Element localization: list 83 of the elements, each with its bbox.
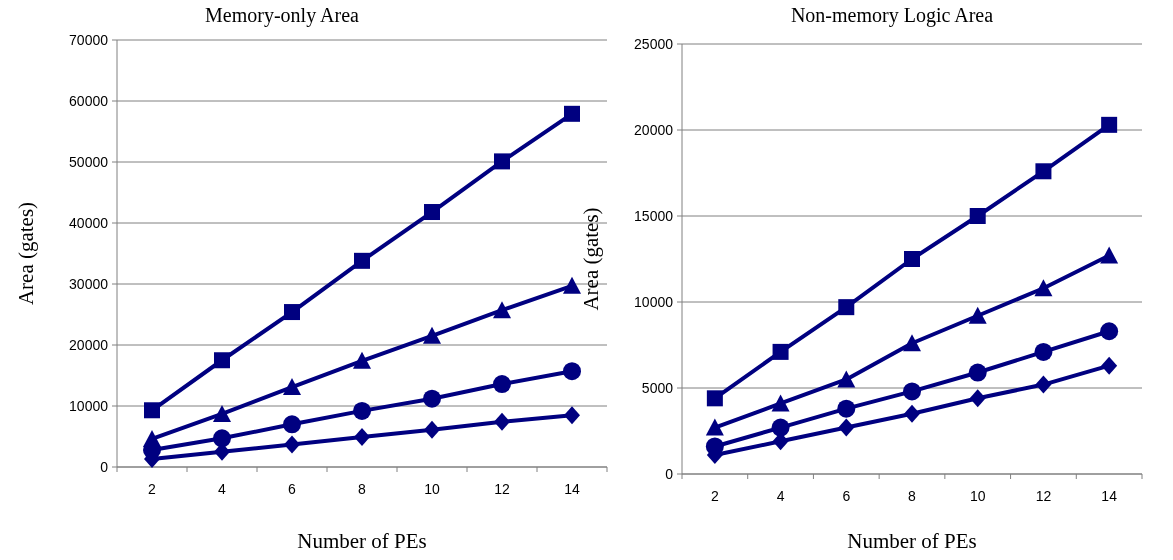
x-tick-label: 14 — [564, 481, 580, 497]
x-tick-label: 2 — [710, 488, 719, 504]
point — [353, 401, 371, 420]
point — [144, 402, 160, 419]
point — [837, 370, 856, 388]
point — [705, 418, 724, 436]
point — [968, 306, 987, 324]
point — [838, 299, 855, 316]
chart-title: Non-memory Logic Area — [790, 4, 994, 27]
point — [903, 334, 921, 352]
y-axis-title: Area (gates) — [579, 207, 603, 311]
point — [564, 406, 580, 425]
point — [772, 343, 789, 360]
x-tick-label: 6 — [288, 481, 297, 497]
point — [354, 428, 370, 447]
point — [771, 394, 790, 412]
y-axis-title: Area (gates) — [14, 201, 38, 306]
x-tick-label: 4 — [776, 488, 785, 504]
point — [706, 390, 723, 407]
point — [284, 435, 300, 454]
x-axis-title: Number of PEs — [297, 529, 427, 553]
point — [1034, 279, 1053, 297]
point — [423, 389, 441, 408]
point — [494, 153, 510, 170]
x-tick-label: 6 — [842, 488, 851, 504]
point — [1100, 322, 1119, 341]
y-tick-label: 10000 — [634, 293, 674, 310]
y-tick-label: 50000 — [69, 153, 109, 170]
point — [424, 204, 440, 221]
y-tick-label: 5000 — [641, 379, 674, 396]
point — [837, 399, 856, 418]
point — [1034, 342, 1053, 361]
point — [564, 105, 580, 122]
y-tick-label: 60000 — [69, 92, 109, 109]
point — [969, 208, 986, 224]
point — [903, 382, 921, 401]
x-axis-title: Number of PEs — [847, 529, 977, 553]
point — [771, 418, 790, 437]
point — [354, 252, 370, 269]
point — [904, 251, 920, 267]
point — [283, 378, 301, 396]
point — [284, 304, 300, 321]
point — [838, 418, 855, 437]
y-tick-label: 20000 — [69, 336, 109, 353]
x-tick-label: 4 — [218, 481, 227, 497]
y-tick-label: 40000 — [69, 214, 109, 231]
chart-title: Memory-only Area — [205, 4, 360, 27]
x-tick-label: 10 — [969, 488, 986, 504]
point — [563, 276, 581, 294]
y-tick-label: 20000 — [634, 121, 674, 138]
point — [493, 375, 511, 394]
x-tick-label: 2 — [148, 481, 157, 497]
point — [1035, 163, 1052, 180]
y-tick-label: 30000 — [69, 275, 109, 292]
point — [968, 363, 987, 382]
point — [494, 412, 510, 431]
x-tick-label: 14 — [1101, 488, 1118, 504]
y-tick-label: 0 — [100, 458, 109, 475]
x-tick-label: 12 — [1035, 488, 1052, 504]
point — [1035, 375, 1052, 394]
y-tick-label: 70000 — [69, 31, 109, 48]
x-tick-label: 8 — [908, 488, 917, 504]
point — [969, 389, 986, 408]
y-tick-label: 25000 — [634, 35, 674, 52]
point — [423, 326, 441, 344]
x-tick-label: 10 — [424, 481, 440, 497]
point — [1101, 116, 1118, 133]
point — [213, 429, 231, 448]
point — [1100, 246, 1119, 264]
y-tick-label: 0 — [665, 465, 674, 482]
point — [213, 404, 231, 422]
point — [904, 404, 920, 423]
point — [493, 301, 511, 319]
x-tick-label: 8 — [358, 481, 367, 497]
x-tick-label: 12 — [494, 481, 510, 497]
point — [563, 362, 581, 381]
point — [424, 420, 440, 439]
point — [283, 415, 301, 434]
y-tick-label: 15000 — [634, 207, 674, 224]
point — [214, 352, 230, 369]
y-tick-label: 10000 — [69, 397, 109, 414]
point — [353, 351, 371, 369]
point — [1101, 356, 1118, 375]
